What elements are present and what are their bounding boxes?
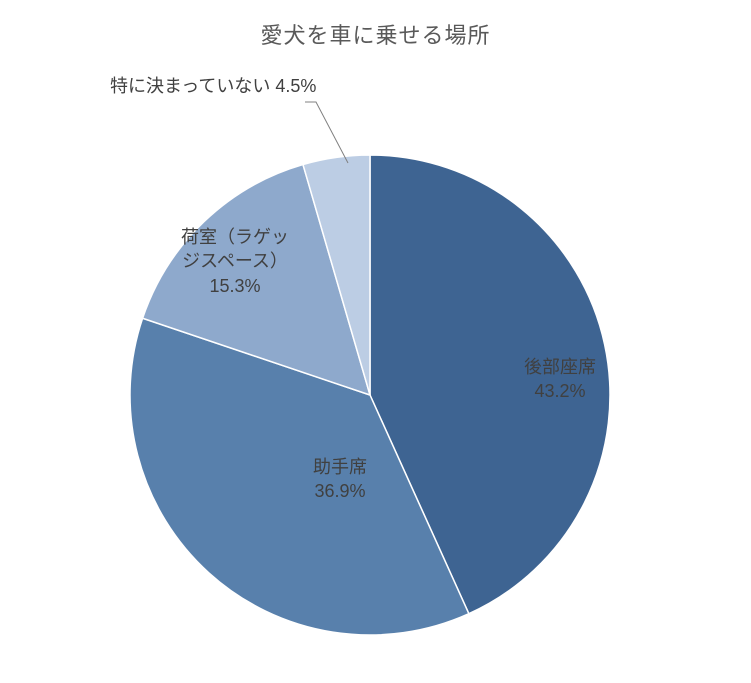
- pie-chart-container: 愛犬を車に乗せる場所 後部座席 43.2%助手席 36.9%荷室（ラゲッ ジスペ…: [0, 0, 751, 683]
- pie-chart-svg: [0, 0, 751, 683]
- callout-line: [305, 102, 348, 163]
- callout-label: 特に決まっていない 4.5%: [110, 72, 316, 98]
